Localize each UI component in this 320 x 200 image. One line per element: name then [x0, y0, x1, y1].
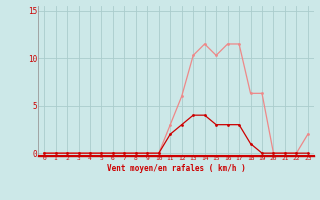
X-axis label: Vent moyen/en rafales ( km/h ): Vent moyen/en rafales ( km/h ) [107, 164, 245, 173]
